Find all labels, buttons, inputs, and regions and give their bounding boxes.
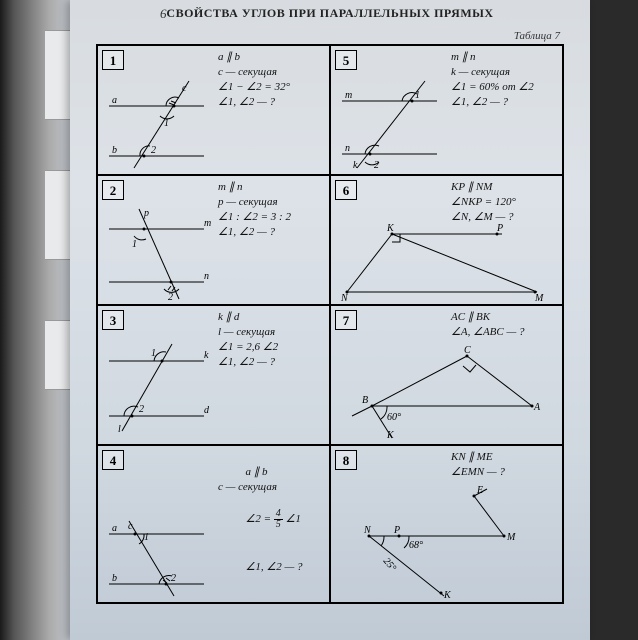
lbl-B: B: [362, 395, 368, 406]
given-post: ∠1, ∠2 — ?: [246, 561, 303, 573]
given-text: KP ∥ NM ∠NKP = 120° ∠N, ∠M — ?: [451, 180, 516, 225]
edge-tab: [45, 30, 73, 120]
lbl-ang1: 1: [144, 532, 149, 543]
page-title: СВОЙСТВА УГЛОВ ПРИ ПАРАЛЛЕЛЬНЫХ ПРЯМЫХ: [70, 6, 590, 21]
given-pre: a ∥ b c — секущая: [218, 466, 277, 493]
lbl-b: b: [112, 573, 117, 584]
lbl-c: c: [182, 83, 187, 94]
page: 6 СВОЙСТВА УГЛОВ ПРИ ПАРАЛЛЕЛЬНЫХ ПРЯМЫХ…: [70, 0, 590, 640]
lbl-ang2: 2: [139, 404, 144, 415]
lbl-ang1: 1: [132, 239, 137, 250]
problem-number: 5: [335, 50, 357, 70]
lbl-P: P: [496, 223, 503, 234]
lbl-ang2: 2: [151, 145, 156, 156]
lbl-m: m: [204, 218, 211, 229]
given-text: m ∥ n k — секущая ∠1 = 60% от ∠2 ∠1, ∠2 …: [451, 50, 534, 109]
lbl-C: C: [464, 345, 471, 356]
problem-number: 7: [335, 310, 357, 330]
diagram-1: a b c 1 2: [104, 76, 214, 174]
problem-number: 6: [335, 180, 357, 200]
lbl-N: N: [363, 525, 372, 536]
lbl-M: M: [534, 293, 544, 304]
lbl-68: 68°: [409, 540, 423, 551]
diagram-2: m n p 1 2: [104, 204, 214, 305]
problem-5: 5 m ∥ n k — секущая ∠1 = 60% от ∠2 ∠1, ∠…: [330, 45, 563, 175]
diagram-4: a b c 1 2: [104, 516, 214, 601]
fraction: 45: [274, 509, 283, 530]
given-eq-rhs: ∠1: [283, 513, 301, 525]
lbl-a: a: [112, 523, 117, 534]
lbl-n: n: [204, 271, 209, 282]
problem-number: 1: [102, 50, 124, 70]
lbl-b: b: [112, 145, 117, 156]
lbl-K: K: [386, 430, 395, 441]
problem-number: 8: [335, 450, 357, 470]
lbl-ang2: 2: [171, 573, 176, 584]
lbl-a: a: [112, 95, 117, 106]
problem-1: 1 a ∥ b c — секущая ∠1 − ∠2 = 32° ∠1, ∠2…: [97, 45, 330, 175]
lbl-M: M: [506, 532, 516, 543]
lbl-ang1: 1: [164, 118, 169, 129]
given-text: a ∥ b c — секущая ∠1 − ∠2 = 32° ∠1, ∠2 —…: [218, 50, 290, 109]
diagram-8: N P M E K 68° 25°: [349, 486, 549, 604]
problem-3: 3 k ∥ d l — секущая ∠1 = 2,6 ∠2 ∠1, ∠2 —…: [97, 305, 330, 445]
lbl-ang: 60°: [387, 412, 401, 423]
diagram-3: k d l 1 2: [104, 336, 214, 439]
problem-number: 4: [102, 450, 124, 470]
lbl-ang1: 1: [151, 348, 156, 359]
lbl-k: k: [204, 350, 209, 361]
problem-6: 6 KP ∥ NM ∠NKP = 120° ∠N, ∠M — ? K P N M: [330, 175, 563, 305]
problem-number: 3: [102, 310, 124, 330]
given-eq-lhs: ∠2 =: [246, 513, 274, 525]
lbl-k: k: [353, 160, 358, 171]
lbl-E: E: [476, 485, 483, 496]
lbl-ang2: 2: [168, 292, 173, 303]
problem-8: 8 KN ∥ ME ∠EMN — ? N P M E K: [330, 445, 563, 603]
given-text: AC ∥ BK ∠A, ∠ABC — ?: [451, 310, 525, 340]
lbl-ang1: 1: [415, 90, 420, 101]
lbl-l: l: [118, 424, 121, 435]
problem-number: 2: [102, 180, 124, 200]
lbl-ang2: 2: [374, 160, 379, 171]
diagram-5: m n k 1 2: [337, 76, 447, 174]
edge-tab: [45, 320, 73, 390]
edge-tab: [45, 170, 73, 260]
problem-grid: 1 a ∥ b c — секущая ∠1 − ∠2 = 32° ∠1, ∠2…: [96, 44, 564, 604]
lbl-p: p: [143, 208, 149, 219]
lbl-A: A: [533, 402, 541, 413]
problem-7: 7 AC ∥ BK ∠A, ∠ABC — ? C A B K: [330, 305, 563, 445]
lbl-d: d: [204, 405, 210, 416]
lbl-m: m: [345, 90, 352, 101]
lbl-c: c: [128, 521, 133, 532]
given-text: KN ∥ ME ∠EMN — ?: [451, 450, 505, 480]
problem-2: 2 m ∥ n p — секущая ∠1 : ∠2 = 3 : 2 ∠1, …: [97, 175, 330, 305]
diagram-6: K P N M: [337, 224, 557, 305]
lbl-25: 25°: [381, 556, 398, 574]
lbl-K: K: [443, 590, 452, 601]
given-text: k ∥ d l — секущая ∠1 = 2,6 ∠2 ∠1, ∠2 — ?: [218, 310, 278, 369]
lbl-N: N: [340, 293, 349, 304]
lbl-P: P: [393, 525, 400, 536]
lbl-K: K: [386, 223, 395, 234]
lbl-n: n: [345, 143, 350, 154]
diagram-7: C A B K 60°: [337, 346, 557, 444]
table-label: Таблица 7: [514, 30, 560, 42]
problem-4: 4 a ∥ b c — секущая ∠2 = 45 ∠1 ∠1, ∠2 — …: [97, 445, 330, 603]
given-text: m ∥ n p — секущая ∠1 : ∠2 = 3 : 2 ∠1, ∠2…: [218, 180, 291, 239]
given-text: a ∥ b c — секущая ∠2 = 45 ∠1 ∠1, ∠2 — ?: [218, 450, 303, 590]
